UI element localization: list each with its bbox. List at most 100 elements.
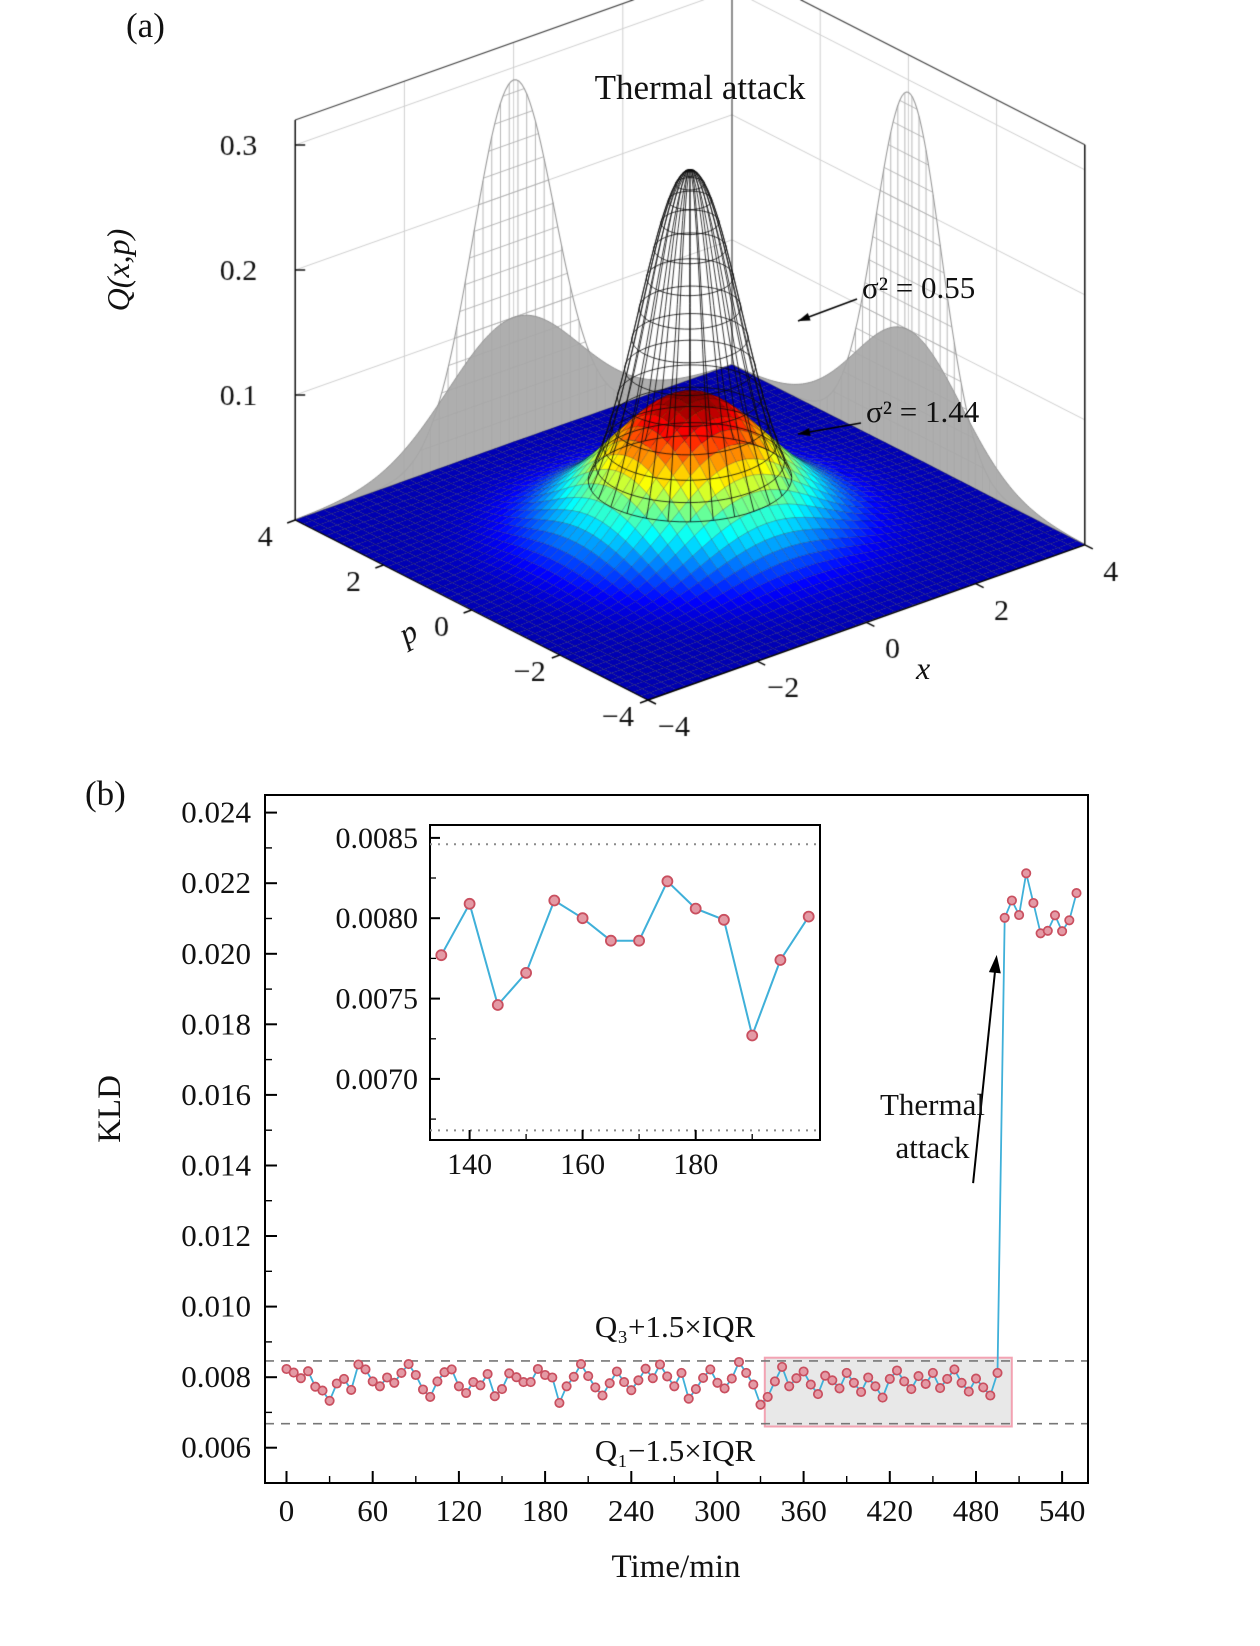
x-tick-label: 480 bbox=[953, 1493, 1000, 1528]
kld-point bbox=[798, 1366, 809, 1377]
inset-kld-point bbox=[661, 875, 674, 888]
kld-point bbox=[669, 1381, 680, 1392]
kld-point bbox=[985, 1390, 996, 1401]
kld-point bbox=[978, 1382, 989, 1393]
kld-point bbox=[690, 1384, 701, 1395]
attack-arrow-head bbox=[988, 954, 1001, 974]
kld-point bbox=[453, 1381, 464, 1392]
q-function-3d-canvas bbox=[0, 0, 1260, 745]
kld-point bbox=[547, 1372, 558, 1383]
kld-axis-label: KLD bbox=[92, 1075, 128, 1143]
kld-point bbox=[647, 1373, 658, 1384]
inset-kld-point bbox=[520, 966, 532, 979]
kld-point bbox=[382, 1372, 393, 1383]
kld-point bbox=[662, 1371, 673, 1382]
inset-kld-point bbox=[548, 894, 561, 907]
y-tick-label: 0.008 bbox=[181, 1359, 251, 1394]
inset-y-tick-label: 0.0080 bbox=[336, 902, 419, 935]
sigma-144-annotation: σ² = 1.44 bbox=[866, 394, 980, 429]
upper-bound-label: Q₃+1.5×IQR bbox=[594, 1309, 756, 1344]
kld-point bbox=[820, 1370, 831, 1381]
axes-frame bbox=[264, 794, 1089, 1484]
inset-kld-point bbox=[633, 934, 645, 947]
y-tick-label: 0.024 bbox=[181, 795, 251, 830]
kld-point bbox=[324, 1395, 335, 1406]
kld-point bbox=[1049, 910, 1061, 921]
kld-point bbox=[654, 1359, 666, 1370]
kld-point bbox=[619, 1377, 630, 1388]
kld-point bbox=[791, 1373, 802, 1384]
y-tick-label: 0.012 bbox=[181, 1218, 251, 1253]
x-tick-label: 180 bbox=[522, 1493, 569, 1528]
kld-point bbox=[374, 1381, 385, 1392]
kld-point bbox=[489, 1391, 500, 1402]
kld-point bbox=[741, 1367, 752, 1378]
y-tick-label: 0.010 bbox=[181, 1289, 251, 1324]
kld-point bbox=[769, 1376, 780, 1387]
inset-x-tick-label: 140 bbox=[447, 1148, 492, 1181]
inset-kld-point bbox=[491, 999, 504, 1011]
kld-point bbox=[295, 1373, 306, 1384]
kld-point bbox=[288, 1367, 299, 1378]
kld-point bbox=[575, 1359, 587, 1370]
time-axis-label: Time/min bbox=[611, 1549, 741, 1585]
kld-point bbox=[425, 1391, 436, 1402]
kld-point bbox=[338, 1373, 350, 1384]
kld-point bbox=[1057, 926, 1068, 937]
x-tick-label: 60 bbox=[357, 1493, 388, 1528]
kld-point bbox=[884, 1373, 895, 1384]
kld-point bbox=[762, 1391, 773, 1402]
kld-point bbox=[676, 1367, 687, 1378]
kld-point bbox=[1028, 897, 1039, 909]
kld-plot-svg: 0 60 120 180 240 300 360 420 480 540 0.006 0.008 0.0… bbox=[181, 794, 1089, 1528]
kld-point bbox=[999, 912, 1010, 923]
sigma-055-annotation: σ² = 0.55 bbox=[862, 270, 976, 305]
y-tick-label: 0.014 bbox=[181, 1148, 251, 1183]
z-axis-label: Q(x,p) bbox=[100, 228, 136, 312]
inset-x-tick-label: 180 bbox=[673, 1148, 718, 1181]
x-tick-label: 420 bbox=[867, 1493, 914, 1528]
kld-point bbox=[511, 1372, 522, 1383]
panel-b-label: (b) bbox=[85, 774, 126, 813]
inset-kld-point bbox=[802, 910, 815, 923]
kld-point bbox=[640, 1363, 651, 1374]
kld-point bbox=[891, 1365, 903, 1376]
kld-point bbox=[396, 1367, 407, 1378]
kld-point bbox=[1021, 868, 1032, 879]
kld-point bbox=[805, 1379, 816, 1390]
kld-point bbox=[1006, 895, 1017, 906]
kld-point bbox=[475, 1380, 486, 1391]
x-tick-label: 240 bbox=[608, 1493, 655, 1528]
inset-kld-point bbox=[689, 902, 702, 915]
kld-point bbox=[856, 1386, 867, 1398]
kld-point bbox=[1071, 888, 1082, 899]
inset-kld-point bbox=[746, 1029, 759, 1042]
plot-title: Thermal attack bbox=[594, 68, 806, 107]
kld-point bbox=[777, 1361, 788, 1372]
x-tick-label: 540 bbox=[1039, 1493, 1086, 1528]
kld-point bbox=[417, 1384, 429, 1395]
kld-point bbox=[389, 1377, 400, 1388]
kld-point bbox=[899, 1376, 910, 1387]
inset-kld-point bbox=[605, 934, 617, 947]
kld-point bbox=[841, 1367, 852, 1378]
x-tick-label: 120 bbox=[436, 1493, 483, 1528]
kld-point bbox=[446, 1364, 457, 1375]
kld-point bbox=[827, 1375, 838, 1386]
kld-point bbox=[496, 1384, 508, 1395]
kld-point bbox=[963, 1386, 974, 1397]
x-tick-label: 300 bbox=[694, 1493, 741, 1528]
inset-kld-point bbox=[435, 949, 448, 962]
kld-point bbox=[346, 1384, 357, 1395]
kld-point bbox=[812, 1389, 824, 1400]
kld-point bbox=[863, 1372, 874, 1383]
kld-point bbox=[913, 1371, 924, 1382]
kld-point bbox=[992, 1367, 1003, 1378]
inset-y-tick-label: 0.0075 bbox=[336, 983, 419, 1016]
inset-series-line bbox=[440, 879, 810, 1039]
kld-point bbox=[683, 1393, 694, 1404]
inset-kld-point bbox=[576, 912, 589, 925]
kld-point bbox=[733, 1356, 745, 1368]
kld-point bbox=[755, 1399, 766, 1410]
kld-point bbox=[590, 1382, 601, 1393]
